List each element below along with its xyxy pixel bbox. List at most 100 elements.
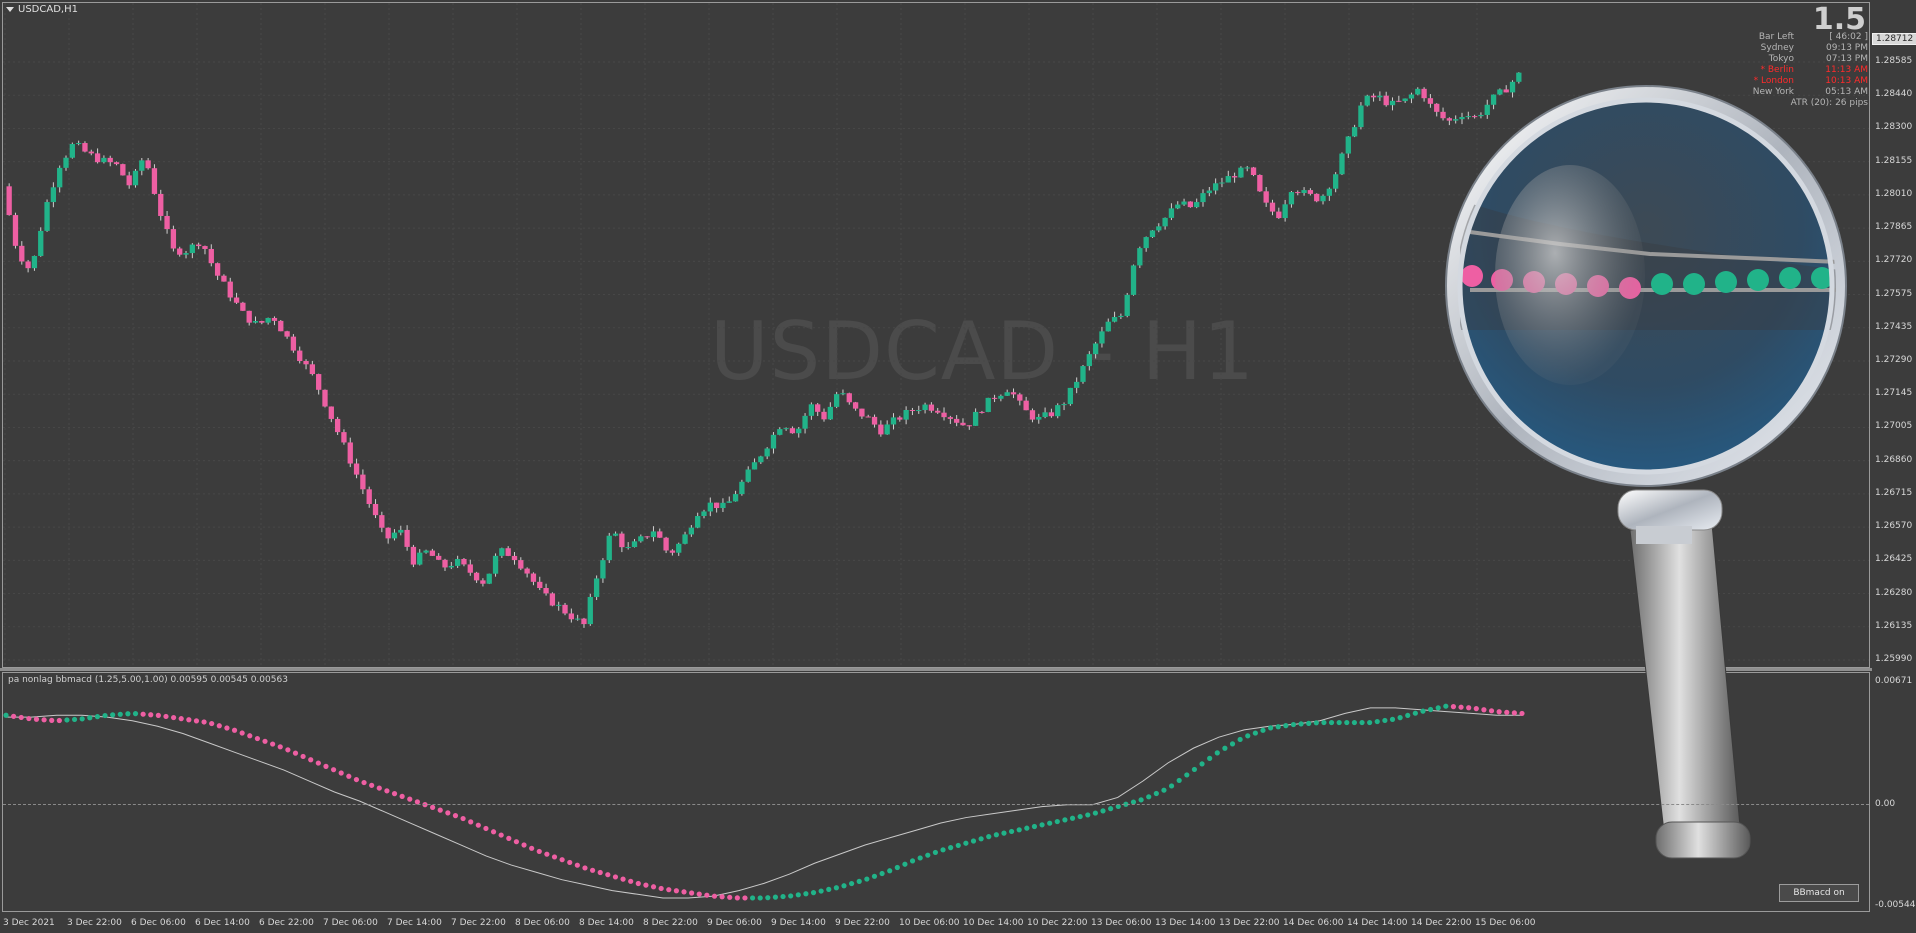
candle-body [1478,114,1484,117]
bbmacd-dot [1024,825,1030,831]
bbmacd-dot [826,886,832,892]
bbmacd-dot [544,851,550,857]
candle-body [1351,127,1358,137]
candle-body [1004,392,1010,396]
bbmacd-dot [559,857,565,863]
bbmacd-dot [18,714,24,721]
bbmacd-dot [41,717,47,723]
bbmacd-dot [330,767,337,773]
candle-body [1055,405,1061,417]
session-label: Sydney [1760,43,1794,53]
candle-body [290,336,297,351]
bbmacd-dot [1496,709,1502,715]
bbmacd-dot [506,835,512,841]
candle-body [796,428,802,434]
candle-body [1010,392,1017,395]
candle-body [82,143,88,152]
candle-body [1124,294,1130,316]
bbmacd-dot [1443,703,1449,709]
bbmacd-dot [551,854,558,860]
magnified-dot [1651,273,1673,295]
time-tick-label: 6 Dec 06:00 [131,918,186,928]
time-tick-label: 3 Dec 2021 [3,918,55,928]
price-tick-label: 1.27290 [1875,355,1913,365]
bbmacd-dot [749,895,756,901]
candle-body [777,429,783,435]
bbmacd-dot [1344,719,1350,726]
candle-body [473,572,480,581]
bbmacd-band-line [6,707,1522,899]
bbmacd-dot [239,730,245,736]
bbmacd-dot [1008,828,1015,835]
bbmacd-dot [1382,717,1388,724]
bbmacd-dot [1427,706,1434,713]
session-time: 10:13 AM [1825,76,1868,86]
bbmacd-dot [719,894,725,900]
magnifier-collar [1617,489,1723,531]
bbmacd-dot [925,852,931,858]
dropdown-triangle-icon[interactable] [6,7,14,12]
indicator-pane[interactable] [2,672,1870,912]
bbmacd-dot [1001,830,1007,836]
bbmacd-dot [369,782,375,788]
chart-title[interactable]: USDCAD,H1 [6,4,78,15]
candle-body [568,613,574,620]
time-tick-label: 13 Dec 22:00 [1219,918,1280,928]
bbmacd-dot [689,890,695,896]
bbmacd-dot [79,716,85,722]
magnified-dot [1779,267,1801,289]
bbmacd-dot [490,829,497,835]
bbmacd-dot [353,776,360,783]
bbmacd-dot [178,716,184,722]
time-tick-label: 7 Dec 22:00 [451,918,506,928]
candle-body [1471,116,1478,118]
candle-body [75,143,82,145]
session-row: Tokyo 07:13 PM [1700,54,1868,65]
time-tick-label: 6 Dec 14:00 [195,918,250,928]
candle-body [208,248,214,264]
bbmacd-dot [1092,810,1098,816]
candle-body [720,502,726,509]
magnifier-handle-cap [1655,821,1751,859]
price-tick-label: 1.28155 [1875,155,1913,166]
price-tick-label: 1.26860 [1875,454,1913,465]
candle-body [1415,88,1421,95]
bbmacd-toggle-button[interactable]: BBmacd on [1779,884,1859,902]
bbmacd-dot [391,791,398,797]
price-chart-area[interactable] [2,2,1870,668]
chart-title-text: USDCAD,H1 [18,4,78,15]
candle-body [1017,394,1023,401]
time-tick-label: 10 Dec 22:00 [1027,918,1088,928]
bbmacd-dot [1069,815,1076,821]
bbmacd-dot [643,882,649,888]
bbmacd-dot [1168,783,1175,789]
atr-readout: ATR (20): 26 pips [1790,98,1868,108]
bbmacd-dot [94,714,101,720]
candle-body [170,229,177,249]
candle-body [625,547,631,549]
pane-separator[interactable] [0,668,1872,671]
session-label: Tokyo [1768,54,1794,64]
candle-body [379,515,385,528]
candle-body [1269,202,1276,212]
candle-body [353,463,360,475]
lens-glare [1495,165,1645,385]
candle-body [897,417,903,420]
candle-body [650,531,657,538]
candle-body [214,263,221,276]
bbmacd-dot [841,883,847,889]
candle-body [1345,136,1351,154]
bbmacd-dot [1290,721,1297,728]
candle-body [88,151,94,154]
candle-body [252,321,259,323]
bbmacd-dot [1450,704,1457,710]
candle-body [101,157,107,163]
candle-body [593,578,600,597]
bbmacd-dot [338,770,344,776]
bbmacd-dot [277,744,283,750]
bbmacd-dot [1222,745,1228,751]
bbmacd-dot [346,773,352,779]
bbmacd-dot [856,878,862,884]
